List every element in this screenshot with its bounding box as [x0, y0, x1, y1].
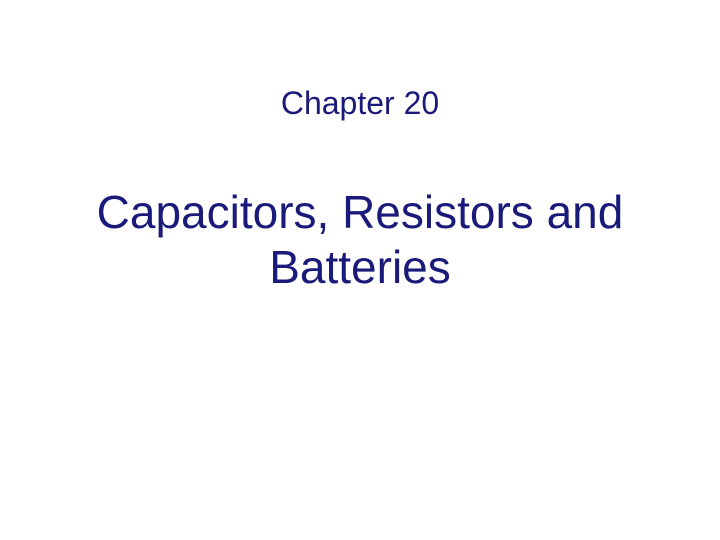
slide-title: Capacitors, Resistors and Batteries	[0, 185, 720, 295]
title-line-1: Capacitors, Resistors and	[97, 186, 624, 238]
chapter-heading: Chapter 20	[0, 85, 720, 122]
title-line-2: Batteries	[269, 241, 451, 293]
